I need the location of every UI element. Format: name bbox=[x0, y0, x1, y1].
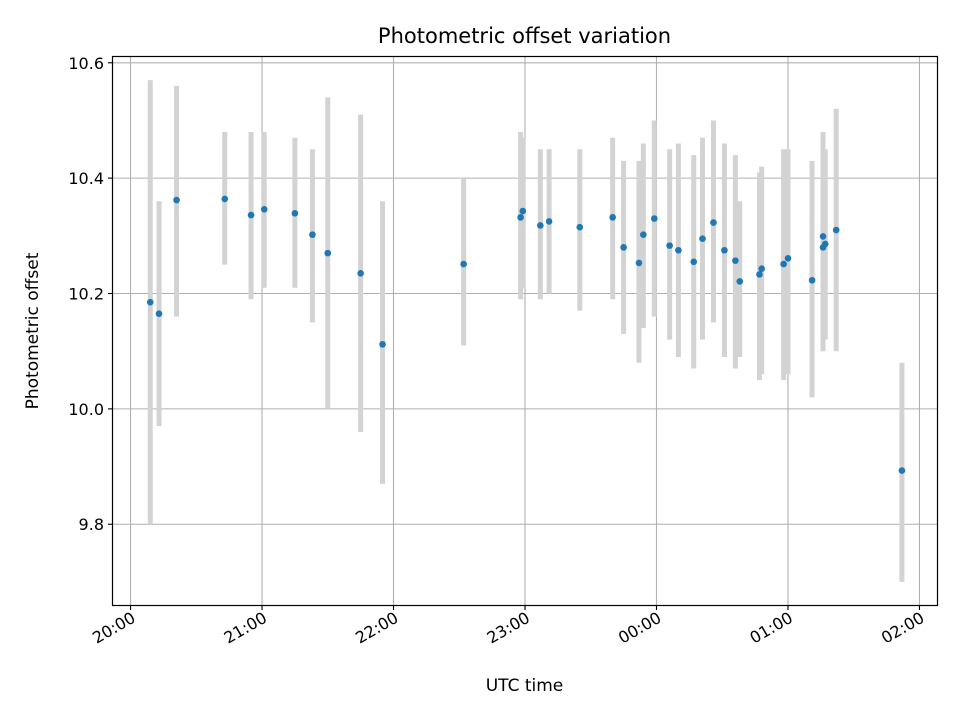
data-point bbox=[699, 235, 706, 243]
data-point bbox=[780, 260, 787, 268]
y-tick-label: 10.6 bbox=[68, 54, 104, 73]
data-point bbox=[784, 255, 792, 262]
data-point bbox=[732, 257, 739, 264]
data-point bbox=[609, 214, 616, 221]
data-point bbox=[379, 340, 386, 348]
data-point bbox=[756, 271, 763, 278]
data-point bbox=[736, 278, 744, 285]
y-axis-label: Photometric offset bbox=[23, 252, 43, 409]
y-tick-label: 9.8 bbox=[79, 515, 104, 534]
data-point bbox=[460, 260, 467, 268]
data-point bbox=[821, 240, 829, 248]
data-point bbox=[545, 218, 553, 225]
data-point bbox=[710, 219, 717, 226]
data-point bbox=[517, 214, 524, 221]
data-point bbox=[690, 258, 698, 266]
data-point bbox=[357, 270, 364, 277]
data-point bbox=[155, 310, 163, 317]
data-point bbox=[721, 246, 728, 254]
y-tick-label: 10.4 bbox=[68, 169, 104, 188]
y-axis-ticks: 9.8 10.0 10.2 10.4 10.6 bbox=[68, 54, 113, 534]
data-point bbox=[260, 205, 268, 213]
data-point bbox=[221, 195, 229, 203]
data-point bbox=[675, 246, 682, 254]
data-point bbox=[620, 244, 627, 251]
data-point bbox=[808, 276, 816, 284]
data-point bbox=[146, 298, 154, 306]
data-point bbox=[640, 231, 647, 238]
data-point bbox=[247, 211, 255, 219]
chart-title: Photometric offset variation bbox=[378, 24, 671, 48]
data-points bbox=[146, 195, 906, 474]
data-point bbox=[309, 231, 316, 238]
data-point bbox=[832, 226, 840, 234]
y-tick-label: 10.2 bbox=[68, 285, 104, 304]
data-point bbox=[758, 265, 765, 273]
data-point bbox=[519, 207, 527, 215]
data-point bbox=[666, 242, 673, 249]
data-point bbox=[173, 196, 180, 204]
x-axis-label: UTC time bbox=[486, 676, 564, 696]
data-point bbox=[576, 223, 584, 231]
data-point bbox=[898, 467, 906, 474]
data-point bbox=[819, 233, 827, 240]
data-point bbox=[291, 210, 299, 217]
y-tick-label: 10.0 bbox=[68, 400, 104, 419]
data-point bbox=[650, 215, 658, 222]
data-point bbox=[537, 222, 544, 229]
data-point bbox=[324, 249, 332, 257]
data-point bbox=[635, 259, 643, 267]
